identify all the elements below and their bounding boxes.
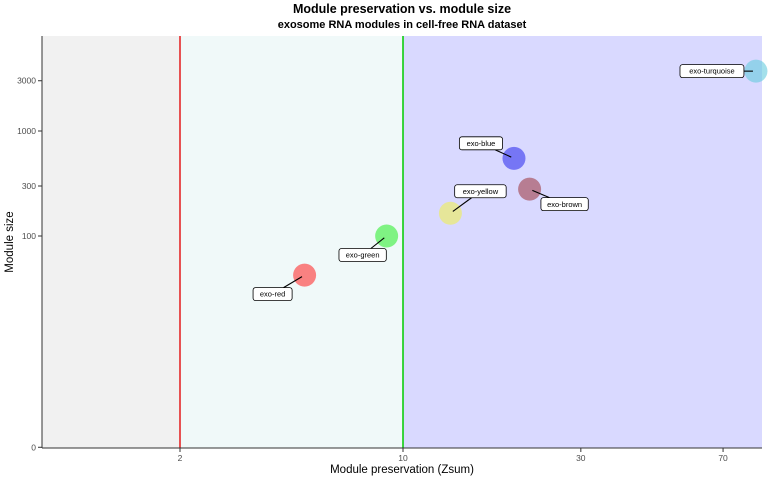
label-connector-exo-green (370, 237, 385, 249)
label-box-exo-green (338, 248, 387, 262)
y-tick-label: 0 (31, 442, 36, 452)
point-label-exo-green: exo-green (346, 251, 380, 260)
x-tick-label: 10 (398, 453, 408, 463)
x-tick-label: 2 (178, 453, 183, 463)
point-label-exo-turquoise: exo-turquoise (689, 67, 734, 76)
label-box-exo-turquoise (679, 64, 745, 79)
chart-subtitle: exosome RNA modules in cell-free RNA dat… (278, 19, 527, 31)
label-connector-exo-brown (532, 189, 550, 199)
zone-2 (403, 36, 762, 448)
label-box-exo-yellow (454, 184, 507, 199)
label-box-exo-red (252, 287, 293, 301)
x-ticks: 02103070 (178, 448, 728, 463)
point-exo-brown (518, 177, 542, 201)
point-exo-yellow (438, 201, 462, 225)
data-points (293, 59, 768, 287)
x-tick-label: 70 (718, 453, 728, 463)
point-labels: exo-red exo-green exo-yellow exo-blue exo-br… (252, 64, 753, 301)
x-tick-label: 30 (576, 453, 586, 463)
point-exo-red (293, 263, 317, 287)
point-label-exo-blue: exo-blue (467, 139, 496, 148)
y-axis-label: Module size (4, 211, 16, 272)
label-connector-exo-blue (495, 149, 512, 158)
point-label-exo-brown: exo-brown (547, 200, 582, 209)
zone-1 (180, 36, 403, 448)
point-exo-green (375, 224, 399, 248)
point-label-exo-yellow: exo-yellow (463, 187, 499, 196)
axes (41, 36, 762, 449)
y-tick-label: 300 (22, 181, 36, 191)
point-label-exo-red: exo-red (260, 290, 285, 299)
chart-title: Module preservation vs. module size (293, 2, 511, 16)
y-tick-label: 1000 (17, 126, 36, 136)
point-exo-turquoise (744, 59, 768, 83)
point-exo-blue (502, 146, 526, 170)
label-connector-exo-red (283, 276, 303, 289)
label-box-exo-blue (458, 136, 503, 151)
y-tick-label: 3000 (17, 76, 36, 86)
background-zones (42, 36, 762, 448)
label-connector-exo-yellow (452, 197, 472, 212)
x-axis-label: Module preservation (Zsum) (330, 464, 474, 476)
y-ticks: 0 100 300 1000 3000 (17, 76, 42, 452)
y-tick-label: 100 (22, 231, 36, 241)
threshold-lines (179, 36, 404, 448)
label-box-exo-brown (540, 197, 589, 212)
zone-0 (42, 36, 180, 448)
